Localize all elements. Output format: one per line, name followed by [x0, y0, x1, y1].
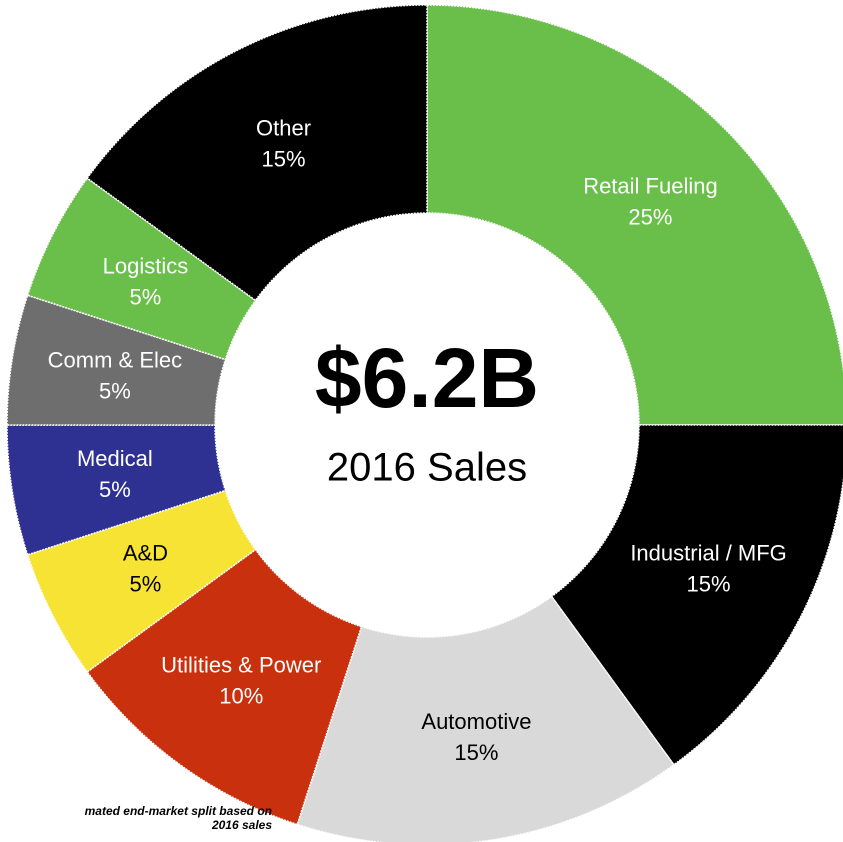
slice-value-label: 10%	[219, 683, 263, 708]
slice-value-label: 15%	[687, 571, 731, 596]
slice-label: A&D	[123, 540, 168, 565]
slice-label: Automotive	[421, 709, 531, 734]
slice-value-label: 15%	[262, 146, 306, 171]
slice-value-label: 5%	[130, 284, 162, 309]
slice	[26, 489, 257, 673]
slice	[6, 294, 227, 426]
slice-label: Logistics	[103, 253, 189, 278]
slice-value-label: 5%	[99, 477, 131, 502]
slice-value-label: 5%	[130, 571, 162, 596]
slice	[296, 595, 675, 842]
slice-label: Comm & Elec	[48, 347, 182, 372]
footnote: mated end-market split based on	[85, 804, 272, 818]
slice-value-label: 15%	[454, 740, 498, 765]
slice-value-label: 25%	[628, 204, 672, 229]
slice	[86, 548, 363, 826]
slice	[550, 424, 843, 766]
slice	[86, 4, 428, 302]
slice-value-label: 5%	[99, 378, 131, 403]
slice-label: Retail Fueling	[583, 173, 718, 198]
slice-label: Utilities & Power	[161, 652, 321, 677]
slice-label: Medical	[77, 446, 153, 471]
slice-label: Industrial / MFG	[630, 540, 786, 565]
slice	[6, 424, 227, 556]
center-subtitle: 2016 Sales	[327, 446, 527, 490]
center-title: $6.2B	[315, 331, 539, 425]
slice	[26, 177, 257, 361]
footnote: 2016 sales	[211, 818, 272, 832]
slice-label: Other	[256, 115, 311, 140]
